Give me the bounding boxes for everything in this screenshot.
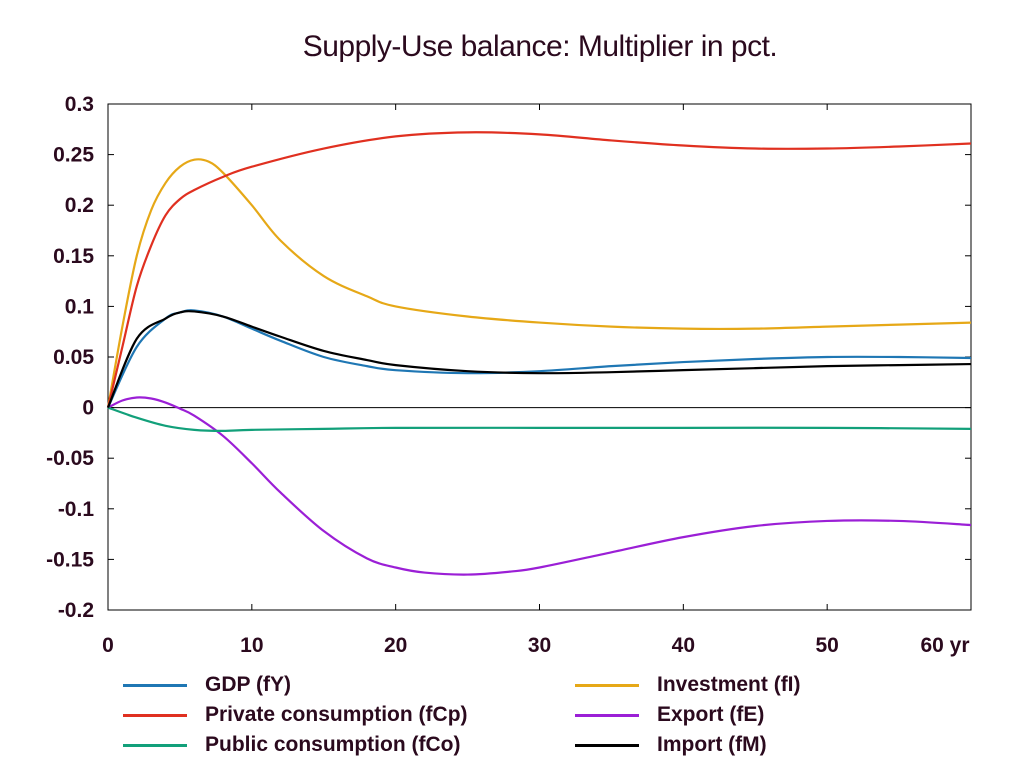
x-tick-label: 10: [240, 634, 263, 657]
y-tick-label: 0.1: [65, 295, 95, 318]
y-tick-label: 0.3: [65, 93, 94, 116]
chart-title: Supply-Use balance: Multiplier in pct.: [302, 30, 778, 63]
y-tick-label: 0.2: [65, 194, 94, 217]
y-tick-label: -0.1: [58, 498, 95, 521]
y-tick-label: -0.05: [46, 447, 94, 470]
y-tick-label: 0.15: [53, 245, 94, 268]
x-tick-label: 30: [528, 634, 551, 657]
x-tick-label: 40: [672, 634, 695, 657]
x-tick-label: 60 yr: [920, 634, 969, 657]
series-line-export: [107, 396, 972, 576]
y-tick-label: -0.15: [46, 548, 94, 571]
series-layer: [106, 131, 972, 576]
series-line-investment: [106, 158, 972, 408]
series-line-public-consumption: [107, 406, 972, 432]
series-line-private-consumption: [106, 131, 972, 408]
y-tick-label: 0: [82, 397, 94, 420]
x-tick-label: 50: [815, 634, 838, 657]
series-line-import: [106, 310, 972, 409]
y-tick-label: 0.05: [53, 346, 94, 369]
series-line-gdp: [107, 309, 972, 409]
y-tick-label: 0.25: [53, 144, 94, 167]
chart-axes: 0.3 0.25 0.2 0.15 0.1 0.05 0 -0.05 -0.1 -0.15 -0.2…: [46, 93, 972, 657]
x-tick-label: 0: [102, 634, 114, 657]
x-tick-label: 20: [384, 634, 407, 657]
y-tick-label: -0.2: [58, 599, 94, 622]
